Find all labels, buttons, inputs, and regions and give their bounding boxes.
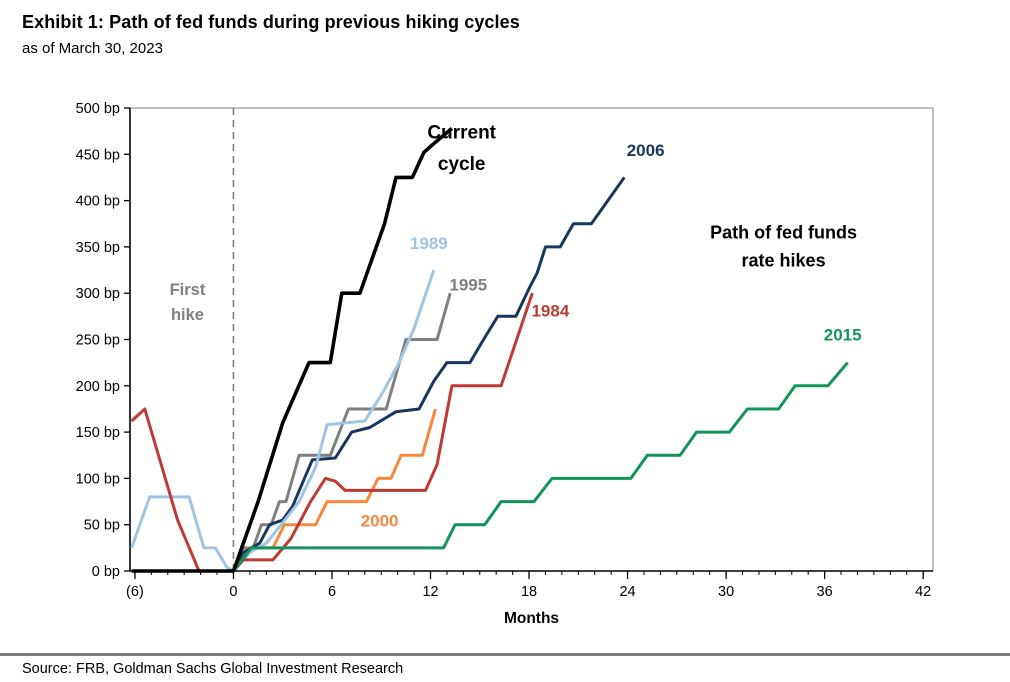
label-current-cycle-text: Current	[427, 123, 496, 144]
y-tick-label: 100 bp	[76, 471, 120, 487]
y-tick-label: 450 bp	[76, 147, 120, 163]
label-2000: 2000	[361, 512, 399, 531]
chart-area: 0 bp 50 bp 100 bp 150 bp 200 bp 250 bp 300 bp 3…	[0, 92, 1010, 642]
y-tick-label: 150 bp	[76, 425, 120, 441]
label-1989: 1989	[410, 234, 448, 253]
label-1995: 1995	[449, 275, 487, 294]
label-current-cycle-text: cycle	[438, 154, 486, 175]
exhibit-title: Exhibit 1: Path of fed funds during prev…	[22, 12, 520, 32]
source-text: Source: FRB, Goldman Sachs Global Invest…	[22, 661, 404, 677]
x-tick-label: 12	[422, 584, 438, 600]
label-path-of-fed-funds-text: rate hikes	[742, 250, 826, 270]
label-1984-text: 1984	[531, 301, 569, 320]
x-tick-label: 36	[817, 584, 833, 600]
series-line-2006	[232, 176, 626, 572]
label-current-cycle: Current cycle	[427, 123, 496, 175]
x-tick-label: 18	[521, 584, 537, 600]
x-tick-label: (6)	[126, 584, 144, 600]
x-tick-label: 42	[915, 584, 931, 600]
series-line-1984	[130, 292, 534, 573]
label-1989-text: 1989	[410, 234, 448, 253]
x-tick-label: 0	[229, 584, 237, 600]
series-line-current-cycle	[131, 127, 454, 573]
y-axis-ticks: 0 bp 50 bp 100 bp 150 bp 200 bp 250 bp 300 bp 3…	[76, 101, 130, 580]
y-tick-label: 0 bp	[92, 564, 120, 580]
x-tick-label: 24	[619, 584, 635, 600]
label-2000-text: 2000	[361, 512, 399, 531]
exhibit-subtitle: as of March 30, 2023	[22, 40, 163, 57]
label-first-hike: First hike	[170, 281, 206, 324]
series-line-1989	[130, 269, 436, 573]
label-first-hike-text: First	[170, 281, 206, 299]
y-tick-label: 50 bp	[84, 518, 120, 534]
y-tick-label: 250 bp	[76, 333, 120, 349]
y-tick-label: 350 bp	[76, 240, 120, 256]
label-first-hike-text: hike	[171, 306, 204, 324]
label-2015: 2015	[824, 325, 862, 344]
x-axis-title: Months	[504, 610, 559, 627]
label-1995-text: 1995	[449, 275, 487, 294]
x-axis-ticks: (6) 0 6 12 18 24 30 36 42	[126, 571, 931, 600]
label-path-of-fed-funds: Path of fed funds rate hikes	[710, 223, 857, 271]
y-tick-label: 300 bp	[76, 286, 120, 302]
label-path-of-fed-funds-text: Path of fed funds	[710, 223, 857, 243]
y-tick-label: 400 bp	[76, 194, 120, 210]
series-line-2015	[232, 361, 849, 572]
footer-divider	[0, 653, 1010, 656]
x-tick-label: 30	[718, 584, 734, 600]
label-2015-text: 2015	[824, 325, 862, 344]
label-2006: 2006	[627, 141, 665, 160]
x-tick-label: 6	[328, 584, 336, 600]
label-1984: 1984	[531, 301, 569, 320]
y-tick-label: 200 bp	[76, 379, 120, 395]
label-2006-text: 2006	[627, 141, 665, 160]
y-tick-label: 500 bp	[76, 101, 120, 117]
chart-svg: 0 bp 50 bp 100 bp 150 bp 200 bp 250 bp 300 bp 3…	[76, 101, 934, 627]
